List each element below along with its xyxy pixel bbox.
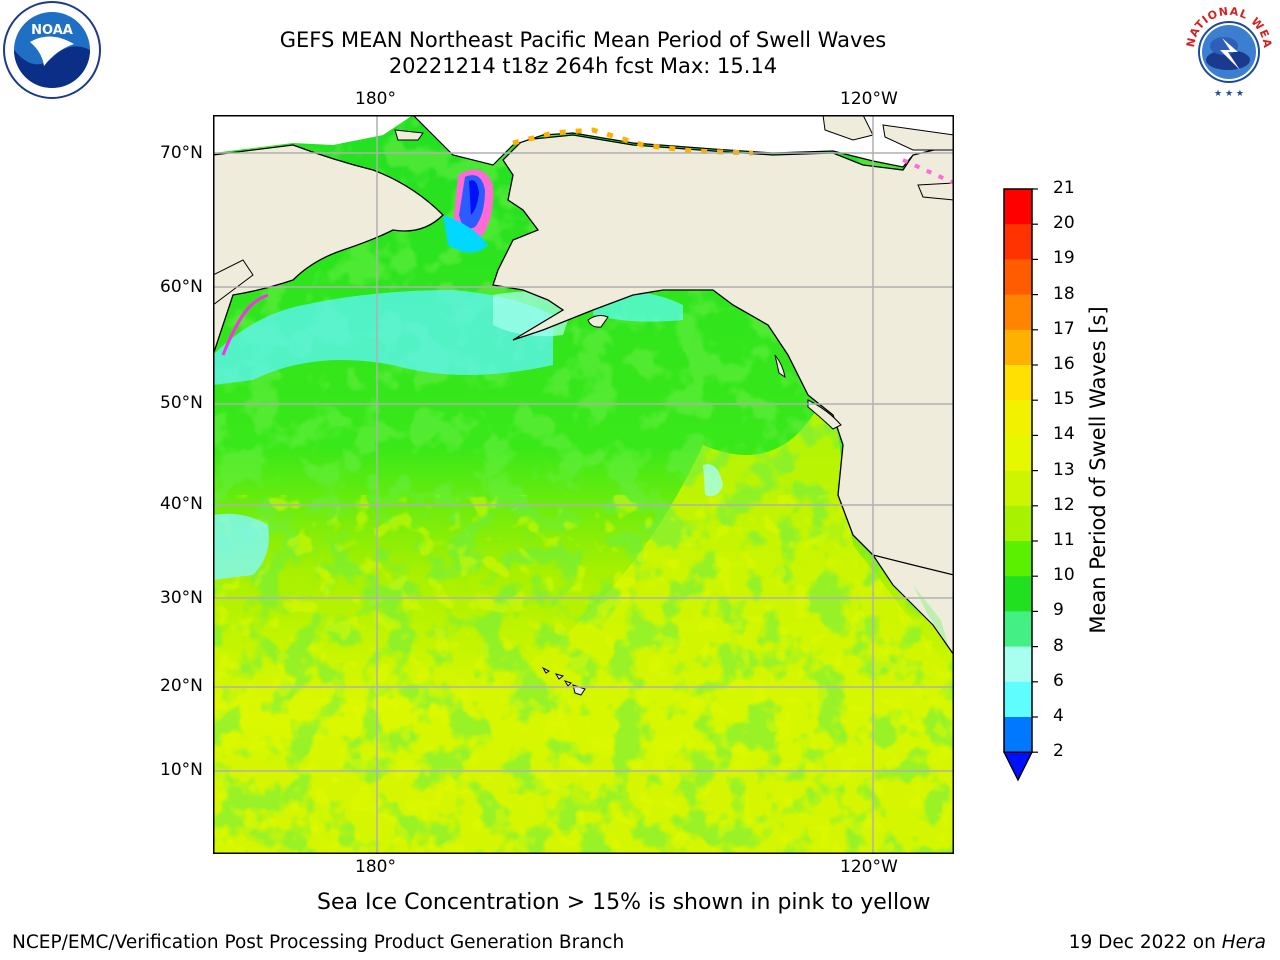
map-subtitle: 20221214 t18z 264h fcst Max: 15.14	[388, 54, 778, 78]
bottom-lon-label-120w: 120°W	[840, 857, 898, 877]
colorbar-segment	[1004, 400, 1032, 436]
colorbar-tick-label: 9	[1053, 600, 1064, 621]
lat-label-50n: 50°N	[160, 393, 203, 413]
footer-date: 19 Dec 2022 on Hera	[1069, 932, 1266, 953]
colorbar-segment	[1004, 470, 1032, 507]
colorbar-tick-label: 8	[1053, 635, 1064, 656]
top-lon-label-120w: 120°W	[840, 89, 898, 109]
footer-host: Hera	[1221, 932, 1266, 953]
national-weather-service-logo: NATIONAL WEATHER SERVICE ★ ★ ★	[1173, 0, 1280, 100]
colorbar-segment	[1004, 646, 1032, 683]
colorbar-tick-label: 11	[1053, 530, 1075, 550]
colorbar-segment	[1004, 576, 1032, 612]
colorbar-segment	[1004, 329, 1032, 366]
top-lon-label-180: 180°	[355, 89, 396, 109]
noaa-logo: NOAA	[0, 0, 104, 100]
noaa-logo-text: NOAA	[31, 23, 73, 38]
colorbar-segment	[1004, 541, 1032, 577]
colorbar-segment	[1004, 224, 1032, 260]
colorbar-tick-label: 10	[1053, 565, 1075, 586]
colorbar-segment	[1004, 365, 1032, 401]
colorbar-tick-label: 18	[1053, 283, 1075, 304]
colorbar-segment	[1004, 189, 1032, 225]
colorbar-extend-arrow	[1003, 751, 1033, 782]
lat-label-60n: 60°N	[160, 277, 203, 297]
colorbar-segment	[1004, 681, 1032, 718]
lat-label-10n: 10°N	[160, 760, 203, 780]
colorbar-segment	[1004, 259, 1032, 296]
colorbar-tick-label: 4	[1053, 706, 1064, 726]
colorbar-tick-label: 2	[1053, 741, 1064, 762]
lat-label-70n: 70°N	[160, 143, 203, 163]
footer-date-text: 19 Dec 2022 on	[1068, 932, 1222, 953]
lat-label-30n: 30°N	[160, 588, 203, 608]
colorbar-segment	[1004, 435, 1032, 472]
colorbar-segment	[1004, 611, 1032, 648]
colorbar-title: Mean Period of Swell Waves [s]	[1086, 306, 1110, 634]
sea-ice-note: Sea Ice Concentration > 15% is shown in …	[317, 890, 931, 915]
colorbar-tick-label: 15	[1053, 389, 1075, 410]
colorbar	[1000, 186, 1040, 786]
colorbar-segment	[1004, 717, 1032, 753]
colorbar-tick-label: 6	[1053, 670, 1064, 691]
bottom-lon-label-180: 180°	[355, 857, 396, 877]
svg-text:★ ★ ★: ★ ★ ★	[1214, 89, 1244, 99]
graticule	[213, 115, 954, 854]
lat-label-20n: 20°N	[160, 676, 203, 696]
colorbar-tick-label: 17	[1053, 318, 1075, 339]
colorbar-tick-label: 21	[1053, 178, 1075, 198]
colorbar-tick-label: 14	[1053, 424, 1075, 445]
map-title: GEFS MEAN Northeast Pacific Mean Period …	[279, 28, 887, 52]
colorbar-segment	[1004, 505, 1032, 542]
swell-period-map[interactable]	[213, 115, 954, 854]
colorbar-tick-label: 16	[1053, 354, 1075, 374]
colorbar-tick-label: 19	[1053, 248, 1075, 269]
colorbar-tick-label: 13	[1053, 459, 1075, 480]
lat-label-40n: 40°N	[160, 494, 203, 514]
footer-branch: NCEP/EMC/Verification Post Processing Pr…	[12, 932, 625, 953]
colorbar-segment	[1004, 294, 1032, 331]
colorbar-tick-label: 12	[1053, 494, 1075, 515]
colorbar-tick-label: 20	[1053, 213, 1075, 234]
